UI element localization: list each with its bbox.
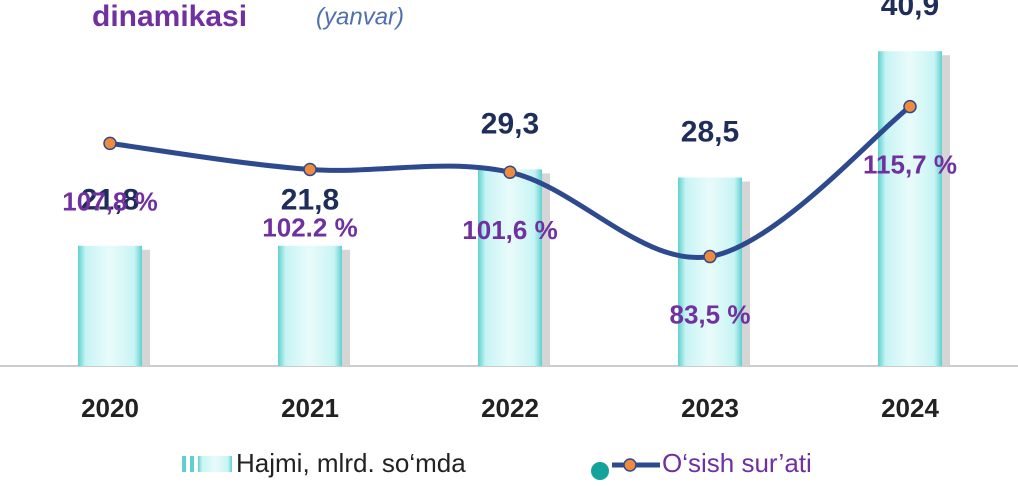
bar-value-label: 29,3 [481, 107, 539, 140]
bar [878, 51, 942, 367]
legend-swatch [182, 456, 186, 472]
line-value-label: 101,6 % [462, 215, 557, 245]
legend: Hajmi, mlrd. so‘mda O‘sish sur’ati [182, 448, 812, 480]
bar [678, 177, 742, 366]
legend-swatch [623, 458, 637, 472]
line-value-label: 83,5 % [670, 299, 751, 329]
line-value-label: 102.2 % [262, 212, 357, 242]
line-marker [503, 165, 517, 180]
legend-swatch [591, 462, 609, 480]
bar [478, 169, 542, 366]
bar-value-label: 28,5 [681, 115, 739, 148]
x-tick-label: 2023 [681, 393, 739, 423]
bar-value-label: 21,8 [281, 184, 339, 217]
line-marker [703, 249, 717, 264]
bar-value-label: 21,8 [81, 184, 139, 217]
x-tick-label: 2022 [481, 393, 539, 423]
line-value-label: 107,8 % [62, 186, 157, 216]
legend-label: O‘sish sur’ati [662, 448, 812, 478]
x-tick-label: 2020 [81, 393, 139, 423]
line-value-label: 115,7 % [863, 149, 957, 179]
line-marker [903, 99, 917, 114]
legend-label: Hajmi, mlrd. so‘mda [236, 448, 466, 478]
bar [278, 245, 342, 366]
bar [78, 245, 142, 366]
line-marker [103, 136, 117, 151]
x-tick-label: 2021 [281, 393, 339, 423]
chart-title: dinamikasi [92, 0, 247, 33]
legend-swatch [198, 456, 232, 472]
x-tick-label: 2024 [881, 393, 939, 423]
line-marker [303, 162, 317, 177]
bar-value-label: 40,9 [881, 0, 939, 22]
chart-subtitle: (yanvar) [316, 3, 404, 30]
legend-swatch [190, 456, 194, 472]
